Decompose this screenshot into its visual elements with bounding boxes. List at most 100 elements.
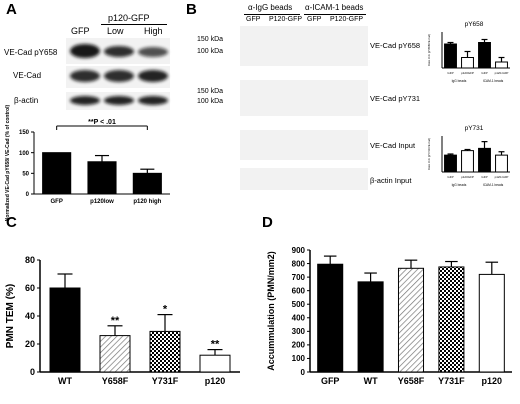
chart-b-pY658: pY658 GFP p120GFP GFP p120-GFP Ratio O.D. (pY… bbox=[427, 21, 510, 83]
bar-gfp bbox=[478, 42, 491, 69]
category-label: p120GFP bbox=[461, 175, 474, 179]
blot-b-pY658 bbox=[240, 26, 368, 66]
bar-gfp bbox=[478, 147, 491, 173]
significance-mark: ** bbox=[111, 315, 120, 327]
blot-label-pY658: VE-Cad pY658 bbox=[4, 48, 58, 57]
bar-gfp bbox=[42, 152, 72, 195]
significance-annotation: **P < .01 bbox=[88, 119, 116, 126]
band bbox=[104, 70, 134, 82]
bar-wt bbox=[357, 281, 384, 373]
group-label: IgG beads bbox=[452, 183, 467, 187]
category-label: GFP bbox=[50, 199, 62, 205]
chart-b-pY731: pY731 GFP p120GFP GFP p120-GFP Ratio O.D. (pY… bbox=[427, 125, 510, 187]
band bbox=[70, 96, 100, 105]
band bbox=[70, 44, 100, 58]
category-label: p120-GFP bbox=[495, 71, 509, 75]
band bbox=[138, 47, 168, 57]
blot-b-label-pY658: VE-Cad pY658 bbox=[370, 41, 421, 50]
significance-mark: * bbox=[163, 304, 168, 316]
chart-title: pY731 bbox=[465, 125, 484, 132]
bar-p120 bbox=[478, 273, 505, 373]
lane-label-1: GFP bbox=[246, 16, 261, 23]
bar-y731f bbox=[438, 266, 465, 373]
band bbox=[138, 96, 168, 105]
y-tick-label: 80 bbox=[25, 255, 35, 265]
blot-b-label-input: VE-Cad Input bbox=[370, 141, 416, 150]
bar-y658f bbox=[397, 267, 425, 373]
y-tick-label: 300 bbox=[292, 327, 306, 336]
blot-b-pY731 bbox=[240, 80, 368, 116]
band bbox=[104, 96, 134, 105]
y-tick-label: 50 bbox=[22, 171, 29, 177]
band bbox=[138, 70, 168, 82]
bar-p120low bbox=[87, 161, 117, 195]
category-label: p120 high bbox=[133, 199, 161, 205]
y-tick-label: 800 bbox=[292, 259, 306, 268]
panel-label-a: A bbox=[6, 1, 17, 18]
band bbox=[104, 46, 134, 57]
panel-label-d: D bbox=[262, 214, 273, 231]
panel-label-b: B bbox=[186, 1, 197, 18]
category-label: p120low bbox=[90, 199, 114, 205]
group-underline-igg bbox=[244, 14, 300, 15]
panel-label-c: C bbox=[6, 214, 17, 231]
group-label: IgG beads bbox=[452, 79, 467, 83]
significance-mark: ** bbox=[211, 339, 220, 351]
col-header-low: Low bbox=[107, 26, 124, 36]
category-label: Y731F bbox=[438, 376, 465, 386]
col-header-gfp: GFP bbox=[71, 26, 90, 36]
category-label: GFP bbox=[481, 71, 487, 75]
blot-b-actin-input bbox=[240, 168, 368, 190]
category-label: WT bbox=[58, 376, 72, 386]
col-header-divider bbox=[101, 24, 167, 25]
category-label: p120GFP bbox=[461, 71, 474, 75]
category-label: GFP bbox=[447, 175, 453, 179]
group-underline-icam bbox=[304, 14, 366, 15]
y-tick-label: 0 bbox=[30, 367, 35, 377]
bar-p120 bbox=[199, 354, 231, 373]
bar-p120gfp bbox=[461, 57, 474, 69]
category-label: p120 bbox=[482, 376, 503, 386]
bar-p120gfp bbox=[461, 150, 474, 173]
blot-label-vecad: VE-Cad bbox=[13, 71, 42, 80]
group-label: ICAM-1 beads bbox=[483, 183, 504, 187]
chart-d: 0 100 200 300 400 500 600 700 800 900 GFP WT Y658F Y7… bbox=[266, 246, 512, 386]
y-tick-label: 150 bbox=[19, 130, 30, 136]
y-tick-label: 200 bbox=[292, 341, 306, 350]
bar-p120-gfp bbox=[495, 154, 508, 173]
lane-label-2: P120-GFP bbox=[269, 16, 303, 23]
y-tick-label: 600 bbox=[292, 286, 306, 295]
blot-label-actin: β-actin bbox=[14, 96, 39, 105]
bar-gfp bbox=[444, 43, 457, 69]
kda-label-3: 150 kDa bbox=[197, 88, 224, 95]
group-label-icam: α-ICAM-1 beads bbox=[305, 3, 364, 12]
category-label: GFP bbox=[321, 376, 340, 386]
category-label: Y658F bbox=[398, 376, 425, 386]
group-label: ICAM-1 beads bbox=[483, 79, 504, 83]
bar-wt bbox=[49, 287, 81, 373]
kda-label-2: 100 kDa bbox=[197, 48, 224, 55]
band bbox=[70, 70, 100, 82]
category-label: GFP bbox=[447, 71, 453, 75]
category-label: p120 bbox=[205, 376, 226, 386]
chart-a: 0 50 100 150 GFP p120low p120 high Normalized V… bbox=[5, 104, 170, 221]
y-tick-label: 100 bbox=[292, 354, 306, 363]
bar-p120-gfp bbox=[495, 61, 508, 69]
kda-label-1: 150 kDa bbox=[197, 36, 224, 43]
y-tick-label: 0 bbox=[26, 192, 30, 198]
bar-p120-high bbox=[132, 172, 162, 195]
kda-label-4: 100 kDa bbox=[197, 98, 224, 105]
lane-label-3: GFP bbox=[307, 16, 322, 23]
lane-label-4: P120-GFP bbox=[330, 16, 364, 23]
bar-y731f bbox=[149, 330, 181, 373]
bar-gfp bbox=[444, 154, 457, 173]
col-header-high: High bbox=[144, 26, 163, 36]
y-tick-label: 40 bbox=[25, 311, 35, 321]
bar-gfp bbox=[317, 263, 344, 373]
y-tick-label: 700 bbox=[292, 273, 306, 282]
y-axis-label: Normalized VE-Cad pY658/ VE-Cad (% of co… bbox=[5, 104, 11, 221]
y-tick-label: 900 bbox=[292, 246, 306, 255]
y-tick-label: 400 bbox=[292, 314, 306, 323]
y-axis-label: Accummulation (PMN/mm2) bbox=[266, 251, 276, 371]
blot-b-input bbox=[240, 130, 368, 160]
